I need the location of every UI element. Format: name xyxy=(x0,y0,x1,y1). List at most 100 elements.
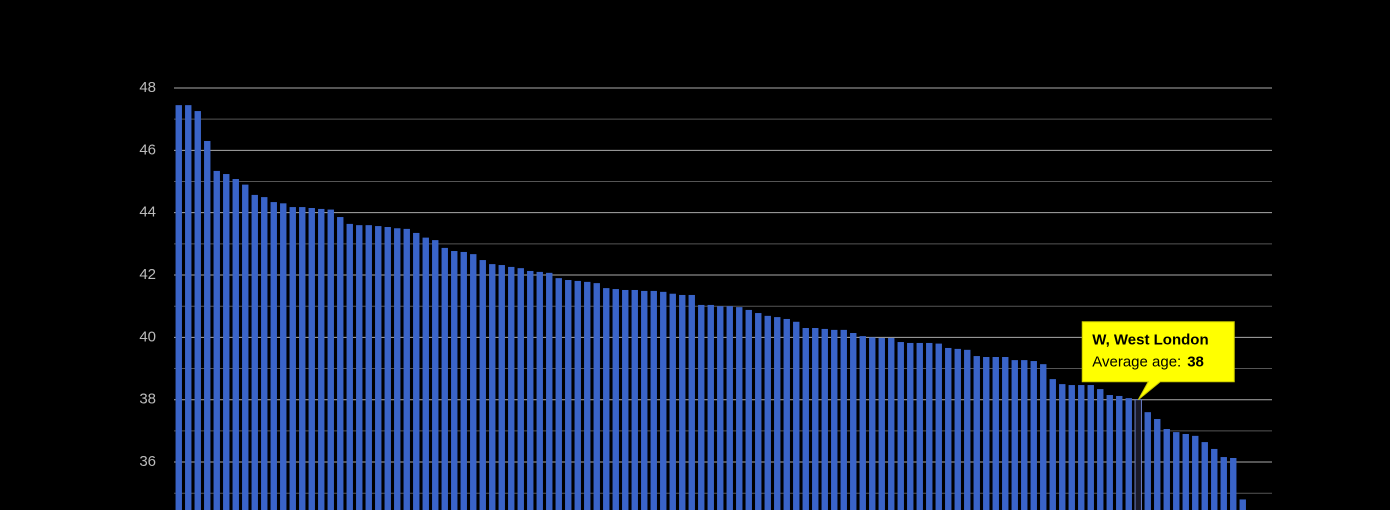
bar xyxy=(793,321,800,510)
bar xyxy=(280,203,287,510)
bar xyxy=(698,304,705,510)
bar xyxy=(242,184,249,510)
bar xyxy=(270,202,277,510)
bar xyxy=(1154,419,1161,510)
bar xyxy=(669,293,676,510)
bar xyxy=(536,271,543,510)
bar xyxy=(1116,395,1123,510)
bar xyxy=(489,264,496,510)
bar xyxy=(261,197,268,510)
bar xyxy=(679,294,686,510)
tooltip-title: W, West London xyxy=(1092,332,1208,349)
bar xyxy=(451,251,458,510)
y-tick-label: 46 xyxy=(139,141,156,158)
bar xyxy=(413,232,420,510)
tooltip-box xyxy=(1081,321,1235,401)
bar xyxy=(299,207,306,510)
bar xyxy=(983,356,990,510)
bar xyxy=(1097,389,1104,510)
bar xyxy=(802,328,809,510)
bar xyxy=(289,207,296,510)
bar xyxy=(375,226,382,510)
y-tick-label: 40 xyxy=(139,328,156,345)
bar xyxy=(422,237,429,510)
bar xyxy=(175,105,182,510)
bar xyxy=(204,140,211,510)
bar xyxy=(403,228,410,510)
bar xyxy=(327,209,334,510)
bar xyxy=(1087,385,1094,510)
bar xyxy=(1163,428,1170,510)
bar xyxy=(897,342,904,510)
bar xyxy=(584,281,591,510)
bar xyxy=(603,288,610,510)
bar xyxy=(935,343,942,510)
bar xyxy=(593,283,600,510)
bar xyxy=(1059,384,1066,510)
bar xyxy=(622,289,629,510)
bar xyxy=(850,332,857,510)
bar xyxy=(888,337,895,510)
bar xyxy=(1021,360,1028,510)
bar xyxy=(546,272,553,510)
bar xyxy=(1040,364,1047,510)
bar xyxy=(470,254,477,510)
bar xyxy=(1030,361,1037,510)
bar xyxy=(831,329,838,510)
bar xyxy=(346,223,353,510)
bar xyxy=(194,111,201,510)
bar xyxy=(1230,457,1237,510)
bar xyxy=(869,337,876,510)
bar xyxy=(1002,356,1009,510)
bar xyxy=(726,306,733,510)
bar xyxy=(736,307,743,510)
bar xyxy=(432,240,439,510)
bar xyxy=(907,342,914,510)
bar xyxy=(1220,457,1227,510)
tooltip-label: Average age: xyxy=(1092,354,1181,371)
bar xyxy=(517,268,524,510)
bar xyxy=(1049,379,1056,510)
bar xyxy=(916,342,923,510)
bar xyxy=(337,217,344,510)
bar xyxy=(660,291,667,510)
bar xyxy=(1106,395,1113,510)
bar xyxy=(954,348,961,510)
bar xyxy=(859,336,866,510)
bar xyxy=(821,328,828,510)
bar xyxy=(641,290,648,510)
bar xyxy=(356,225,363,510)
bar xyxy=(992,356,999,510)
bar xyxy=(878,337,885,510)
bar xyxy=(384,227,391,510)
bar xyxy=(1239,499,1246,510)
bar xyxy=(498,265,505,510)
bar xyxy=(223,174,230,510)
bar xyxy=(945,347,952,510)
y-tick-label: 48 xyxy=(139,79,156,96)
bar xyxy=(612,289,619,510)
bar xyxy=(232,179,239,510)
tooltip: W, West London Average age: 38 xyxy=(1081,321,1235,401)
bar xyxy=(812,328,819,510)
y-tick-label: 36 xyxy=(139,453,156,470)
bar xyxy=(1011,360,1018,510)
bar xyxy=(185,105,192,510)
bar xyxy=(1173,432,1180,510)
y-tick-label: 44 xyxy=(139,204,156,221)
bar xyxy=(840,329,847,510)
bar xyxy=(308,208,315,510)
bar xyxy=(926,342,933,510)
bar xyxy=(1192,435,1199,510)
y-tick-label: 38 xyxy=(139,391,156,408)
highlighted-bar xyxy=(1134,399,1142,510)
bar xyxy=(783,318,790,510)
bar xyxy=(441,247,448,510)
bar xyxy=(460,251,467,510)
bar xyxy=(479,260,486,510)
bar xyxy=(650,290,657,510)
bar xyxy=(555,278,562,510)
bar xyxy=(964,349,971,510)
